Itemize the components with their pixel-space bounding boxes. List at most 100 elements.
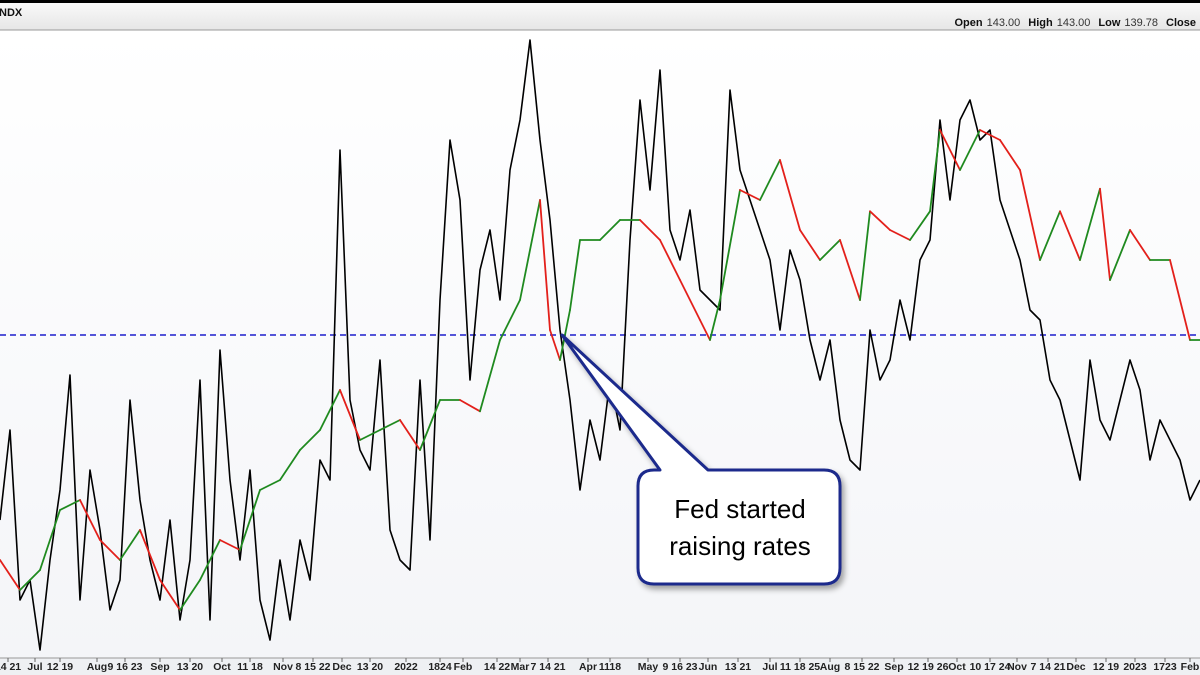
average-segment [319,389,341,431]
x-tick-label: 8 15 22 [295,661,330,673]
average-segment [779,159,801,231]
average-segment [539,199,551,331]
callout-box [560,333,842,586]
average-segment [219,539,241,551]
average-segment [179,579,201,611]
x-tick-label: 14 22 [484,661,510,673]
x-tick-label: 11 18 [237,661,263,673]
x-tick-label: 10 17 24 [970,661,1011,673]
x-tick-label: 12 19 26 [908,661,949,673]
plot [0,39,1200,662]
x-tick-label: Jul [762,661,777,673]
average-segment [799,229,821,261]
x-tick-label: Feb [1181,661,1200,673]
average-segment [259,479,281,491]
x-tick-label: Dec [332,661,351,673]
x-tick-label: 9 16 23 [662,661,697,673]
x-tick-label: Sep [884,661,903,673]
x-tick-label: 13 20 [177,661,203,673]
x-tick-label: Dec [1066,661,1085,673]
average-segment [1059,210,1081,261]
x-tick-label: Apr [579,661,597,673]
quote-label: Close [1166,17,1196,29]
x-tick-label: May [638,661,659,673]
quote-label: Open [954,17,982,29]
average-segment [739,189,761,201]
callout-text: Fed started [674,494,806,524]
x-tick-label: 1118 [599,661,621,673]
average-segment [1039,210,1061,261]
quote-label: Low [1098,17,1120,29]
average-segment [759,159,781,201]
average-segment [279,449,301,481]
average-segment [479,339,501,413]
x-tick-label: 8 15 22 [844,661,879,673]
x-tick-label: Oct [213,661,231,673]
average-segment [359,429,381,441]
average-segment [549,329,561,361]
x-tick-label: Oct [948,661,966,673]
x-tick-label: Jul [27,661,42,673]
x-tick-label: 2023 [1123,661,1147,673]
average-segment [79,499,101,541]
average-segment [939,129,961,171]
average-segment [1099,187,1111,281]
average-segment [599,219,621,241]
average-segment [569,239,581,311]
callout-text: raising rates [669,531,811,561]
average-segment [869,210,891,231]
average-segment [959,129,981,171]
x-tick-label: 14 21 [0,661,21,673]
x-tick-label: Nov [273,661,293,673]
average-segment [199,539,221,581]
x-tick-label: 12 19 [47,661,73,673]
symbol: NDX [0,7,23,19]
price-line [0,39,1200,651]
average-segment [979,129,1001,141]
x-tick-label: Nov [1007,661,1027,673]
x-tick-label: 11 18 25 [780,661,820,673]
average-segment [699,319,711,341]
average-segment [159,579,181,611]
average-segment [0,559,21,591]
average-segment [499,299,521,341]
callout: Fed started raising rates [560,333,842,586]
average-segment [19,569,41,591]
quote-value: 143.00 [1057,17,1091,29]
x-tick-label: 2022 [394,661,418,673]
average-segment [299,429,321,451]
average-segment [39,509,61,571]
average-segment [99,539,121,561]
average-segment [139,529,161,581]
average-segment [519,199,541,301]
average-segment [859,210,871,301]
average-segment [1169,259,1191,341]
x-tick-label: 1723 [1153,661,1177,673]
average-segment [709,299,721,341]
average-segment [659,239,681,281]
x-tick-label: 9 16 23 [107,661,142,673]
x-tick-label: 1824 [428,661,452,673]
average-segment [119,529,141,561]
average-segment [459,399,481,413]
average-segment [379,419,401,431]
x-tick-label: 12 19 [1093,661,1119,673]
x-tick-label: 7 14 21 [1030,661,1065,673]
average-segment [819,239,841,261]
x-tick-label: Aug [820,661,840,673]
average-segment [889,229,911,241]
average-segment [59,499,81,511]
average-segment [1129,229,1151,261]
average-segment [1109,229,1131,281]
x-tick-label: Jun [699,661,718,673]
average-segment [1079,187,1101,261]
average-segment [639,219,661,241]
x-tick-label: Feb [454,661,473,673]
average-segment [909,210,931,241]
x-tick-label: 13 20 [357,661,383,673]
average-segment [929,129,941,213]
average-segment [679,279,701,321]
x-axis-bar [0,658,1200,675]
quote-value: 143.00 [987,17,1021,29]
